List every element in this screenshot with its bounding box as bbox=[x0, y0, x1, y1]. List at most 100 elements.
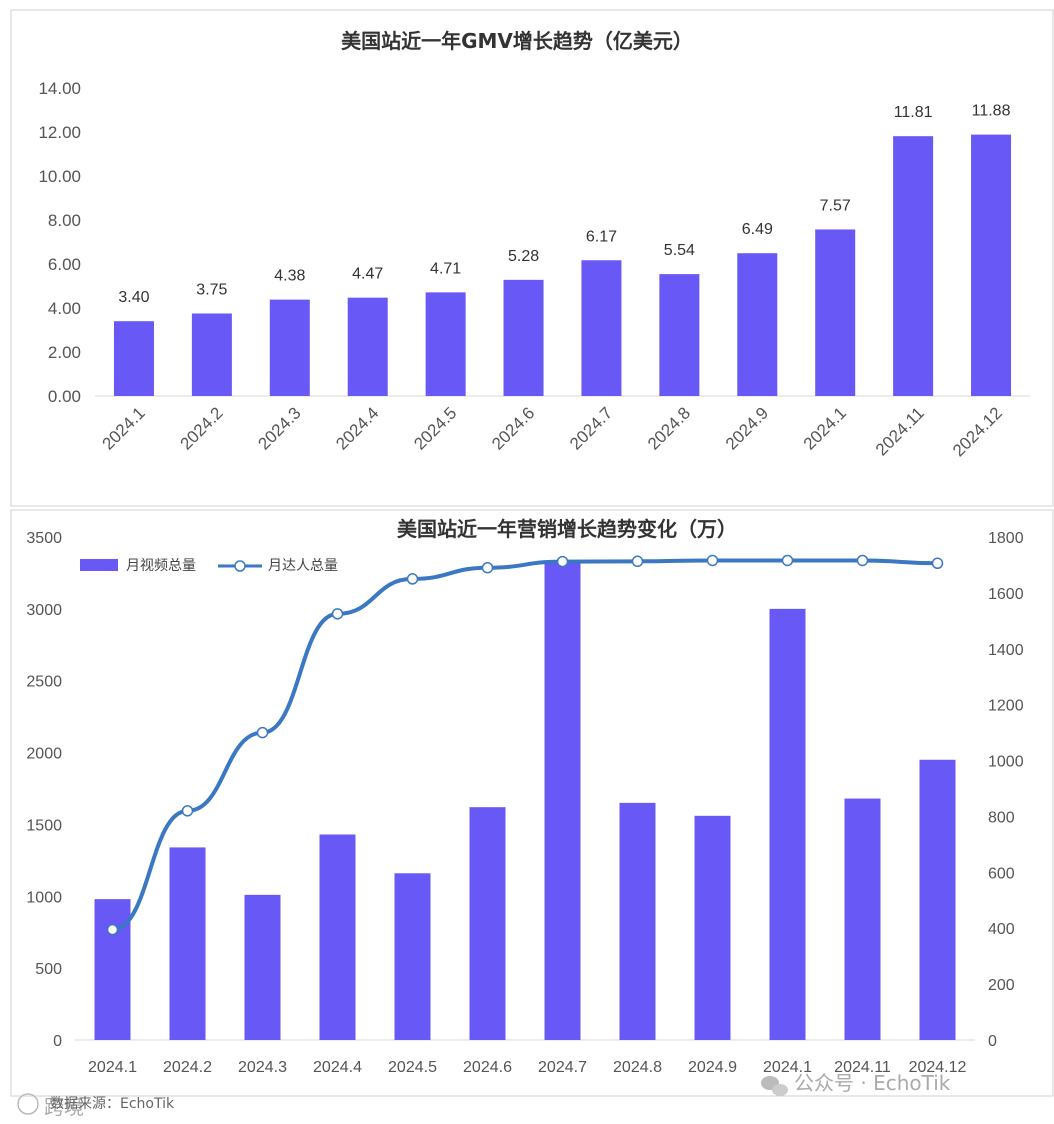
chart2-left-y-tick-label: 3500 bbox=[26, 530, 62, 547]
chart1-bar bbox=[113, 321, 154, 396]
chart2-right-y-tick-label: 400 bbox=[988, 921, 1015, 938]
wechat-icon bbox=[761, 1076, 788, 1096]
chart1-data-label: 7.57 bbox=[820, 197, 851, 214]
chart1-data-label: 3.40 bbox=[118, 289, 149, 306]
chart2-bar bbox=[544, 561, 581, 1040]
chart2-right-y-tick-label: 0 bbox=[988, 1033, 997, 1050]
chart1-frame bbox=[10, 9, 1054, 507]
chart2-left-y-tick-label: 3000 bbox=[26, 602, 62, 619]
chart1-data-label: 11.88 bbox=[972, 103, 1011, 120]
chart2-bar bbox=[769, 608, 806, 1040]
chart2-frame bbox=[10, 509, 1054, 1097]
chart2-bar bbox=[694, 815, 731, 1040]
chart1-data-labels: 3.40 3.75 4.38 4.47 4.71 5.28 6.17 5.54 6.49 7.57… bbox=[118, 103, 1010, 307]
chart2-left-y-tick-label: 1500 bbox=[26, 817, 62, 834]
chart1-y-tick-label: 14.00 bbox=[38, 79, 81, 98]
chart2-right-y-tick-label: 600 bbox=[988, 865, 1015, 882]
chart1-bars bbox=[113, 134, 1012, 396]
chart2-x-tick-label: 2024.12 bbox=[909, 1059, 967, 1076]
chart2-line-point bbox=[481, 561, 494, 574]
chart2-right-y-tick-label: 1400 bbox=[988, 642, 1024, 659]
chart2-x-tick-label: 2024.1 bbox=[763, 1059, 812, 1076]
logo-icon bbox=[17, 1093, 39, 1115]
watermark-text: 公众号 · EchoTik bbox=[794, 1071, 951, 1095]
chart2-right-y-tick-label: 1200 bbox=[988, 698, 1024, 715]
chart1-y-tick-label: 10.00 bbox=[38, 167, 81, 186]
chart1-data-label: 5.28 bbox=[508, 248, 539, 265]
chart1-bar bbox=[971, 134, 1012, 396]
chart2-bar bbox=[319, 834, 356, 1040]
chart1-bar bbox=[425, 292, 466, 396]
chart1-data-label: 4.47 bbox=[352, 266, 383, 283]
chart2-x-axis: 2024.1 2024.2 2024.3 2024.4 2024.5 2024.6 2024… bbox=[88, 1059, 966, 1076]
chart2-bar bbox=[169, 847, 206, 1040]
chart1-data-label: 3.75 bbox=[196, 282, 227, 299]
legend-bar-swatch bbox=[80, 559, 118, 571]
chart1-data-label: 4.38 bbox=[274, 268, 305, 285]
chart2-left-y-axis: 0 500 1000 1500 2000 2500 3000 3500 bbox=[26, 530, 62, 1050]
chart2-x-tick-label: 2024.3 bbox=[238, 1059, 287, 1076]
chart1-bar bbox=[191, 313, 232, 396]
chart2-x-tick-label: 2024.8 bbox=[613, 1059, 662, 1076]
chart2-bar bbox=[919, 759, 956, 1040]
chart2-x-tick-label: 2024.9 bbox=[688, 1059, 737, 1076]
chart1-y-tick-label: 2.00 bbox=[48, 343, 81, 362]
chart1-y-tick-label: 12.00 bbox=[38, 123, 81, 142]
legend-line-label: 月达人总量 bbox=[268, 558, 338, 574]
chart2-x-tick-label: 2024.5 bbox=[388, 1059, 437, 1076]
chart1-y-tick-label: 6.00 bbox=[48, 255, 81, 274]
chart1-bar bbox=[347, 297, 388, 396]
chart2-right-y-tick-label: 1000 bbox=[988, 754, 1024, 771]
chart2-bars bbox=[94, 561, 956, 1040]
chart2-x-tick-label: 2024.6 bbox=[463, 1059, 512, 1076]
chart2-line-point bbox=[931, 557, 944, 570]
chart1-data-label: 11.81 bbox=[894, 104, 933, 121]
chart2-legend: 月视频总量 月达人总量 bbox=[80, 558, 338, 574]
chart2-line-point bbox=[856, 554, 869, 567]
chart2-line-point bbox=[331, 608, 344, 620]
logo-text: 跨境 bbox=[44, 1095, 84, 1119]
chart1-data-label: 4.71 bbox=[430, 260, 461, 277]
data-source-note: 数据来源：EchoTik bbox=[50, 1096, 175, 1112]
chart2-right-y-tick-label: 200 bbox=[988, 977, 1015, 994]
chart2-line-point bbox=[781, 554, 794, 567]
chart2-line-point bbox=[181, 805, 194, 817]
chart2-left-y-tick-label: 0 bbox=[53, 1033, 62, 1050]
chart1-bar bbox=[581, 260, 622, 396]
chart2-bar bbox=[394, 873, 431, 1040]
legend-line-marker bbox=[234, 560, 246, 572]
chart2-line-point bbox=[406, 573, 419, 585]
chart1-bar bbox=[893, 136, 934, 396]
chart2-left-y-tick-label: 2000 bbox=[26, 746, 62, 763]
chart2-bar bbox=[844, 798, 881, 1040]
chart2-line-series bbox=[106, 554, 944, 936]
chart2-line-point bbox=[631, 555, 644, 568]
chart2-left-y-tick-label: 2500 bbox=[26, 674, 62, 691]
footer: 跨境 数据来源：EchoTik 公众号 · EchoTik bbox=[17, 1071, 951, 1119]
chart1-y-axis: 0.00 2.00 4.00 6.00 8.00 10.00 12.00 14.00 bbox=[38, 79, 81, 406]
chart2-line-point bbox=[256, 726, 269, 739]
chart1-data-label: 6.17 bbox=[586, 228, 617, 245]
chart2-title: 美国站近一年营销增长趋势变化（万） bbox=[397, 517, 737, 541]
chart2-x-tick-label: 2024.1 bbox=[88, 1059, 137, 1076]
chart1-data-label: 5.54 bbox=[664, 242, 695, 259]
chart2-bar bbox=[469, 807, 506, 1040]
chart1-data-label: 6.49 bbox=[742, 221, 773, 238]
chart2-line-point bbox=[556, 555, 569, 568]
chart1-bar bbox=[269, 299, 310, 396]
chart2-x-tick-label: 2024.4 bbox=[313, 1059, 362, 1076]
chart2-bar bbox=[244, 894, 281, 1040]
chart1-bar bbox=[815, 229, 856, 396]
chart2-bar bbox=[619, 802, 656, 1040]
chart1-bar bbox=[503, 279, 544, 396]
chart2-right-y-tick-label: 800 bbox=[988, 809, 1015, 826]
chart2-line-point bbox=[706, 554, 719, 567]
chart2-x-tick-label: 2024.2 bbox=[163, 1059, 212, 1076]
chart1-title: 美国站近一年GMV增长趋势（亿美元） bbox=[341, 29, 693, 53]
chart2-x-tick-label: 2024.11 bbox=[834, 1059, 891, 1076]
chart1-y-tick-label: 8.00 bbox=[48, 211, 81, 230]
chart2-right-y-axis: 0 200 400 600 800 1000 1200 1400 1600 1800 bbox=[988, 530, 1024, 1050]
chart1-bar bbox=[659, 274, 700, 396]
chart1-y-tick-label: 4.00 bbox=[48, 299, 81, 318]
